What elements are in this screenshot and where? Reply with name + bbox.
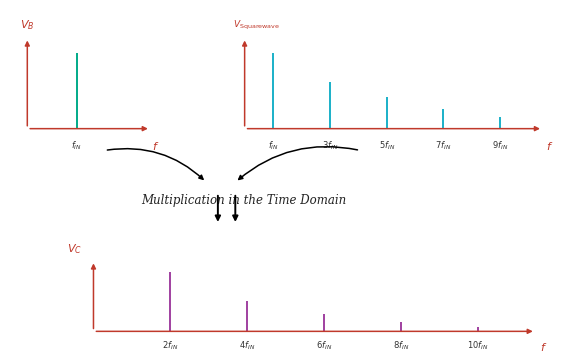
Text: $5f_{IN}$: $5f_{IN}$ xyxy=(379,139,394,152)
Text: Multiplication in the Time Domain: Multiplication in the Time Domain xyxy=(141,194,347,206)
Text: $V_{C}$: $V_{C}$ xyxy=(67,242,82,256)
Text: $f_{IN}$: $f_{IN}$ xyxy=(268,139,278,152)
Text: $2f_{IN}$: $2f_{IN}$ xyxy=(162,340,178,352)
Text: $3f_{IN}$: $3f_{IN}$ xyxy=(322,139,338,152)
Text: $7f_{IN}$: $7f_{IN}$ xyxy=(435,139,451,152)
Text: $V_{B}$: $V_{B}$ xyxy=(20,18,34,32)
Text: $V_{\mathrm{Squarewave}}$: $V_{\mathrm{Squarewave}}$ xyxy=(233,19,279,32)
Text: $4f_{IN}$: $4f_{IN}$ xyxy=(239,340,256,352)
Text: $6f_{IN}$: $6f_{IN}$ xyxy=(316,340,332,352)
Text: $f$: $f$ xyxy=(152,141,159,153)
Text: $f_{IN}$: $f_{IN}$ xyxy=(71,139,82,152)
Text: $10f_{IN}$: $10f_{IN}$ xyxy=(467,340,489,352)
Text: $f$: $f$ xyxy=(546,141,553,153)
Text: $9f_{IN}$: $9f_{IN}$ xyxy=(492,139,508,152)
Text: $8f_{IN}$: $8f_{IN}$ xyxy=(393,340,409,352)
Text: $f$: $f$ xyxy=(540,341,547,353)
